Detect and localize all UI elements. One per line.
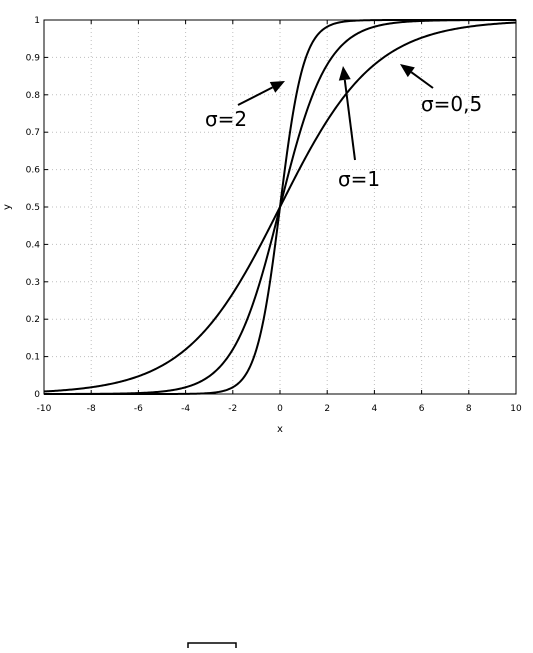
annotation-label: σ=2 bbox=[205, 107, 247, 131]
x-tick-label: 8 bbox=[466, 404, 472, 414]
annotation-arrow-head bbox=[338, 66, 351, 81]
curve-sigma-0-5 bbox=[43, 21, 517, 393]
y-tick-label: 0.5 bbox=[26, 203, 40, 213]
annotation-arrow-shaft bbox=[410, 71, 434, 89]
annotation-layer: σ=2 σ=1 σ=0,5 bbox=[205, 64, 482, 191]
x-tick-label: -8 bbox=[87, 404, 96, 414]
y-tick-label: 0.4 bbox=[26, 240, 41, 250]
y-tick-label: 0.1 bbox=[26, 353, 40, 363]
y-tick-label: 0.2 bbox=[26, 315, 40, 325]
y-tick-label: 0.7 bbox=[26, 128, 40, 138]
decorative-bottom-bar bbox=[187, 642, 237, 648]
x-axis-label: x bbox=[277, 424, 283, 435]
y-tick-label: 0.6 bbox=[26, 166, 41, 176]
annotation-label: σ=1 bbox=[338, 167, 380, 191]
x-tick-label: 2 bbox=[324, 404, 330, 414]
y-tick-label: 1 bbox=[34, 16, 40, 26]
x-tick-label: 10 bbox=[510, 404, 522, 414]
y-axis-label: y bbox=[2, 204, 13, 210]
y-tick-label: 0.8 bbox=[26, 91, 41, 101]
y-tick-label: 0.9 bbox=[26, 53, 41, 63]
x-tick-label: -10 bbox=[37, 404, 52, 414]
annotation-arrow-head bbox=[269, 81, 285, 93]
x-tick-label: -4 bbox=[181, 404, 190, 414]
annotation-label: σ=0,5 bbox=[421, 92, 482, 116]
x-tick-label: 0 bbox=[277, 404, 283, 414]
y-tick-label: 0 bbox=[34, 390, 40, 400]
annotation-arrow-shaft bbox=[237, 86, 273, 106]
x-tick-label: 6 bbox=[419, 404, 425, 414]
annotation-arrow-shaft bbox=[343, 79, 356, 161]
x-tick-label: -2 bbox=[228, 404, 237, 414]
y-tick-label: 0.3 bbox=[26, 278, 40, 288]
tick-layer: -10 -8 -6 -4 -2 0 2 4 6 8 10 0 0.1 0.2 0.3 0.4 0.5 0.6 0.7… bbox=[26, 16, 522, 414]
x-tick-label: 4 bbox=[372, 404, 378, 414]
annotation-arrow-head bbox=[400, 64, 415, 78]
x-tick-label: -6 bbox=[134, 404, 143, 414]
